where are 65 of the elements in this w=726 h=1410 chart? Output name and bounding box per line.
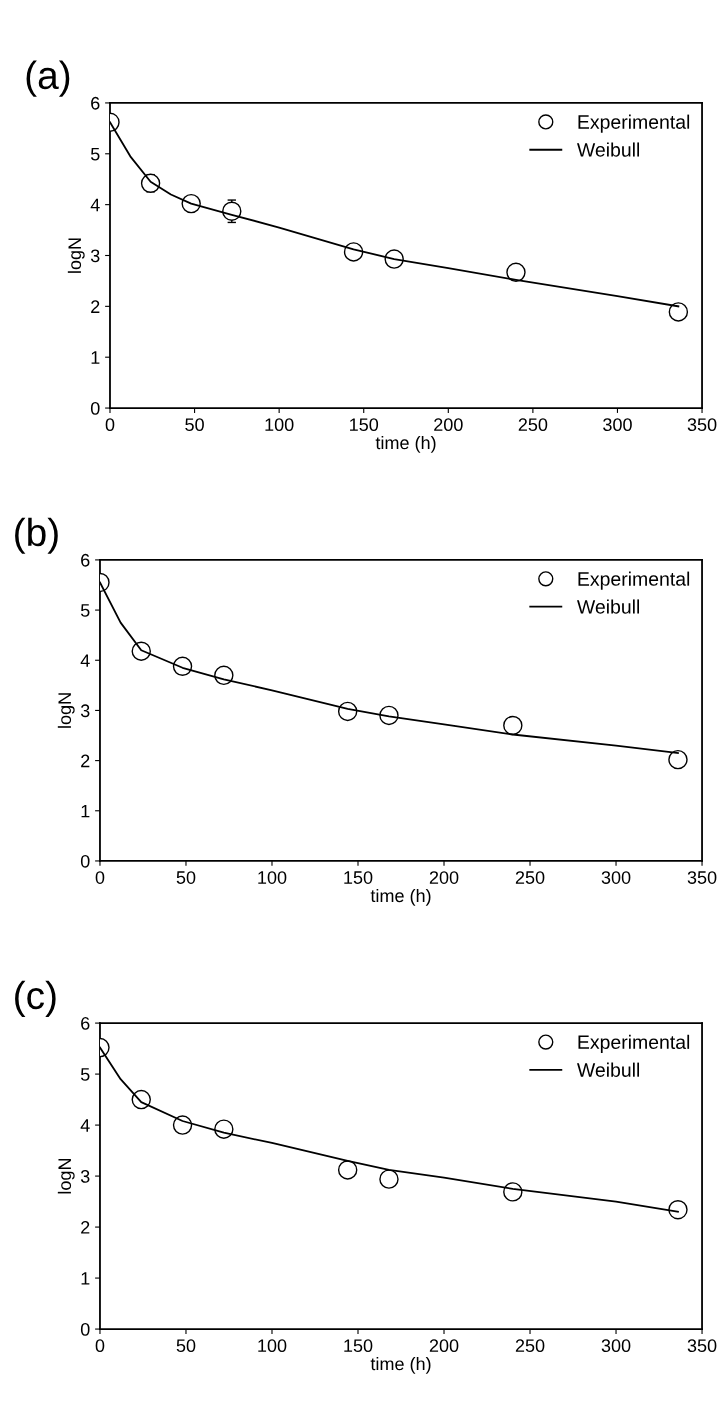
- y-tick-label: 5: [80, 604, 90, 617]
- x-tick-label: 150: [350, 418, 379, 432]
- y-tick-label: 6: [81, 553, 90, 567]
- y-axis-title: logN: [57, 1158, 75, 1194]
- x-tick-label: 200: [429, 871, 459, 884]
- x-tick-label: 100: [258, 871, 287, 884]
- point: [668, 749, 688, 770]
- y-tick-label: 2: [81, 1221, 90, 1234]
- y-axis-title: logN: [57, 693, 75, 728]
- y-tick-label: 3: [80, 1170, 90, 1183]
- y-tick-label: 0: [90, 401, 100, 415]
- chart-title: (b): [15, 517, 58, 554]
- chart-title: (c): [15, 980, 56, 1017]
- y-tick-label: 1: [91, 351, 100, 364]
- x-tick-label: 200: [434, 418, 463, 432]
- y-tick-label: 4: [80, 1119, 90, 1132]
- y-tick-label: 6: [91, 96, 100, 110]
- y-tick-label: 1: [81, 1272, 90, 1285]
- x-tick-label: 200: [429, 1339, 459, 1353]
- legend-label: Weibull: [576, 142, 640, 157]
- x-tick-label: 300: [601, 1339, 631, 1353]
- x-tick-label: 150: [344, 871, 373, 884]
- point: [503, 715, 523, 736]
- legend-label: Weibull: [576, 599, 640, 614]
- point: [668, 302, 689, 322]
- y-tick-label: 5: [80, 1068, 90, 1081]
- x-tick-label: 150: [344, 1339, 373, 1353]
- y-tick-label: 1: [81, 804, 90, 818]
- x-tick-label: 50: [185, 418, 204, 432]
- y-tick-label: 0: [80, 1323, 90, 1336]
- y-tick-label: 4: [90, 198, 100, 212]
- x-tick-label: 350: [687, 871, 717, 884]
- y-tick-label: 2: [91, 300, 100, 313]
- x-tick-label: 250: [515, 1339, 545, 1353]
- x-tick-label: 0: [105, 418, 115, 432]
- chart-title: (a): [26, 60, 70, 97]
- x-axis-title: time (h): [370, 1357, 431, 1374]
- legend-label: Experimental: [578, 571, 690, 590]
- legend-label: Experimental: [578, 1034, 690, 1053]
- x-tick-label: 100: [265, 418, 294, 432]
- point: [506, 262, 526, 282]
- x-tick-label: 350: [687, 418, 717, 432]
- x-tick-label: 250: [515, 871, 545, 884]
- point: [668, 1200, 688, 1220]
- point: [379, 1169, 399, 1189]
- y-axis-title: logN: [67, 238, 85, 273]
- point: [337, 1160, 358, 1180]
- x-tick-label: 300: [601, 871, 631, 884]
- y-tick-label: 0: [80, 854, 90, 868]
- x-tick-label: 350: [687, 1339, 717, 1353]
- x-tick-label: 100: [258, 1339, 287, 1353]
- y-tick-label: 3: [80, 704, 90, 718]
- x-axis-title: time (h): [375, 436, 436, 453]
- x-tick-label: 250: [518, 418, 548, 432]
- x-axis-title: time (h): [370, 888, 431, 906]
- y-tick-label: 2: [81, 754, 90, 768]
- legend-label: Experimental: [578, 114, 690, 133]
- x-tick-label: 50: [176, 1339, 196, 1353]
- y-tick-label: 6: [81, 1017, 90, 1030]
- x-tick-label: 50: [176, 871, 196, 884]
- y-tick-label: 3: [90, 249, 100, 263]
- y-tick-label: 5: [90, 147, 100, 161]
- legend-label: Weibull: [576, 1062, 640, 1077]
- x-tick-label: 300: [603, 418, 632, 432]
- y-tick-label: 4: [80, 654, 90, 667]
